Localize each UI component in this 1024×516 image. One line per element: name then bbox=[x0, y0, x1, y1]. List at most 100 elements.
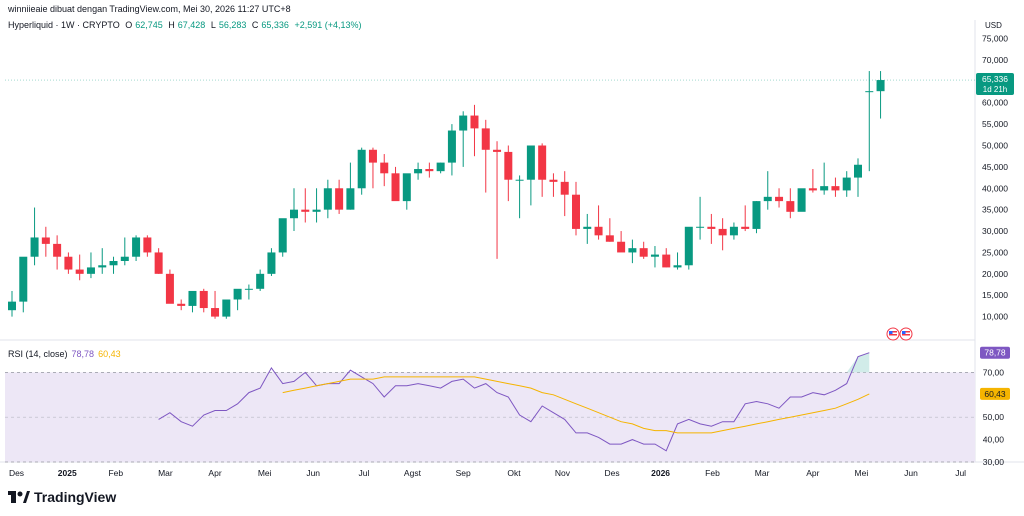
candle-up bbox=[752, 201, 761, 229]
price-tick-label: 25,000 bbox=[982, 247, 1008, 257]
time-tick-label: Mar bbox=[158, 468, 173, 478]
rsi-tick-label: 40,00 bbox=[983, 435, 1005, 445]
us-flag-icon bbox=[899, 327, 913, 341]
candle-down bbox=[380, 162, 389, 174]
candle-up bbox=[459, 115, 468, 131]
candle-up bbox=[346, 188, 355, 210]
candle-down bbox=[775, 196, 784, 202]
candle-up bbox=[628, 248, 637, 253]
price-tick-label: 10,000 bbox=[982, 312, 1008, 322]
candle-up bbox=[233, 288, 242, 300]
time-tick-label: Des bbox=[9, 468, 24, 478]
candle-down bbox=[199, 290, 208, 309]
candle-down bbox=[560, 181, 569, 195]
candle-down bbox=[605, 235, 614, 242]
candle-up bbox=[8, 301, 16, 311]
high-label: H bbox=[168, 20, 175, 30]
candle-up bbox=[583, 226, 592, 229]
rsi-ma-value-label: 60,43 bbox=[984, 389, 1006, 399]
candle-up bbox=[98, 265, 107, 268]
time-tick-label: Mei bbox=[855, 468, 869, 478]
candle-down bbox=[75, 269, 84, 274]
time-tick-label: Nov bbox=[555, 468, 571, 478]
candle-down bbox=[662, 254, 671, 268]
countdown-label: 1d 21h bbox=[983, 85, 1007, 94]
candle-up bbox=[132, 237, 141, 257]
low-value: 56,283 bbox=[218, 20, 247, 30]
price-tick-label: 20,000 bbox=[982, 269, 1008, 279]
rsi-tick-label: 70,00 bbox=[983, 367, 1005, 377]
time-tick-label: Feb bbox=[705, 468, 720, 478]
flag-stripe bbox=[902, 331, 910, 333]
candle-up bbox=[222, 299, 231, 317]
candle-up bbox=[19, 256, 28, 302]
candle-up bbox=[876, 80, 885, 92]
candle-down bbox=[53, 243, 62, 257]
time-tick-label: Apr bbox=[208, 468, 221, 478]
flag-canton bbox=[889, 331, 893, 334]
candle-down bbox=[154, 252, 163, 274]
candle-down bbox=[741, 226, 750, 229]
candle-down bbox=[143, 237, 152, 253]
rsi-ma-legend-value: 60,43 bbox=[98, 349, 121, 359]
rsi-line bbox=[158, 352, 870, 452]
candle-down bbox=[391, 173, 400, 202]
candle-down bbox=[572, 194, 580, 229]
candle-up bbox=[763, 196, 772, 202]
open-label: O bbox=[125, 20, 133, 30]
candle-down bbox=[301, 209, 310, 212]
candle-up bbox=[30, 237, 39, 257]
candle-down bbox=[786, 201, 795, 212]
time-tick-label: Des bbox=[605, 468, 620, 478]
last-price-label: 65,336 bbox=[982, 74, 1008, 84]
candle-down bbox=[493, 149, 502, 152]
price-tick-label: 30,000 bbox=[982, 226, 1008, 236]
time-tick-label: Agst bbox=[404, 468, 422, 478]
last-price-tag bbox=[976, 73, 1014, 96]
candle-down bbox=[211, 308, 220, 317]
candle-up bbox=[290, 209, 298, 219]
flag-stripe bbox=[889, 331, 897, 333]
open-value: 62,745 bbox=[135, 20, 163, 30]
candle-up bbox=[865, 91, 874, 93]
candle-up bbox=[323, 188, 332, 210]
time-tick-label: Jun bbox=[306, 468, 320, 478]
candle-up bbox=[267, 252, 276, 274]
rsi-label: RSI (14, close) bbox=[8, 349, 68, 359]
close-label: C bbox=[251, 20, 259, 30]
candle-down bbox=[481, 128, 490, 150]
candle-down bbox=[808, 188, 817, 191]
time-tick-label: Okt bbox=[507, 468, 521, 478]
candle-down bbox=[617, 241, 626, 253]
us-flag-icon bbox=[886, 327, 900, 341]
candle-up bbox=[820, 186, 829, 191]
price-axis-currency: USD bbox=[985, 21, 1002, 30]
flag-canton bbox=[902, 331, 906, 334]
time-tick-label: 2026 bbox=[651, 468, 670, 478]
flag-stripe bbox=[902, 334, 910, 336]
price-tick-label: 40,000 bbox=[982, 183, 1008, 193]
price-tick-label: 60,000 bbox=[982, 98, 1008, 108]
brand-name: TradingView bbox=[34, 489, 117, 505]
rsi-value-tag bbox=[980, 346, 1010, 359]
candle-up bbox=[797, 188, 806, 212]
attribution-text: winniieaie dibuat dengan TradingView.com… bbox=[8, 4, 291, 14]
low-label: L bbox=[210, 20, 216, 30]
candle-down bbox=[41, 237, 50, 244]
time-tick-label: 2025 bbox=[58, 468, 77, 478]
candle-down bbox=[177, 303, 186, 306]
tradingview-logo-icon bbox=[8, 491, 30, 503]
time-tick-label: Jun bbox=[904, 468, 918, 478]
candle-down bbox=[335, 188, 344, 210]
candle-down bbox=[470, 115, 479, 129]
price-tick-label: 55,000 bbox=[982, 119, 1008, 129]
candle-up bbox=[86, 267, 95, 274]
candle-down bbox=[718, 228, 727, 236]
tradingview-logo: TradingView bbox=[8, 489, 116, 505]
price-tick-label: 35,000 bbox=[982, 205, 1008, 215]
rsi-value-label: 78,78 bbox=[984, 348, 1006, 358]
candle-up bbox=[854, 164, 862, 178]
candle-down bbox=[504, 151, 513, 180]
rsi-legend-value: 78,78 bbox=[71, 349, 95, 359]
